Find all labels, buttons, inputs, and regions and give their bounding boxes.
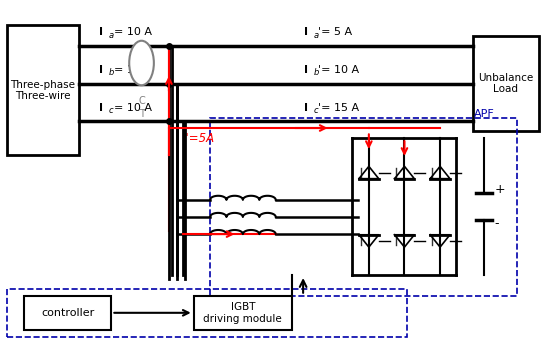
Text: '= 5 A: '= 5 A [318,27,353,37]
Text: c: c [314,106,318,115]
FancyBboxPatch shape [24,296,111,330]
Text: Three-phase
Three-wire: Three-phase Three-wire [10,80,75,101]
Text: $\mathbf{I}$: $\mathbf{I}$ [98,63,102,75]
Text: $\mathbf{I}$: $\mathbf{I}$ [98,101,102,112]
Text: = 10 A: = 10 A [114,27,152,37]
Text: T: T [139,109,144,119]
Text: controller: controller [41,308,94,318]
Text: +: + [495,183,505,196]
FancyBboxPatch shape [7,25,79,155]
Text: IGBT
driving module: IGBT driving module [203,302,282,324]
Text: a: a [314,31,319,40]
Text: a: a [109,31,114,40]
Text: -: - [495,217,499,230]
FancyBboxPatch shape [193,296,292,330]
Text: b: b [314,68,320,77]
Text: '= 15 A: '= 15 A [318,102,360,112]
Ellipse shape [129,41,154,85]
Text: b: b [109,68,114,77]
Text: I'=5A: I'=5A [182,132,215,145]
Text: C: C [138,96,145,106]
Text: $\mathbf{I}$: $\mathbf{I}$ [303,25,308,37]
Text: APF: APF [473,109,494,119]
FancyBboxPatch shape [473,36,539,131]
Text: = 10 A: = 10 A [114,65,152,75]
Text: $\mathbf{I}$: $\mathbf{I}$ [303,63,308,75]
Text: $\mathbf{I}$: $\mathbf{I}$ [98,25,102,37]
Text: c: c [109,106,114,115]
Text: '= 10 A: '= 10 A [318,65,360,75]
Text: = 10 A: = 10 A [114,102,152,112]
Text: Unbalance
Load: Unbalance Load [478,73,533,94]
Text: $\mathbf{I}$: $\mathbf{I}$ [303,101,308,112]
